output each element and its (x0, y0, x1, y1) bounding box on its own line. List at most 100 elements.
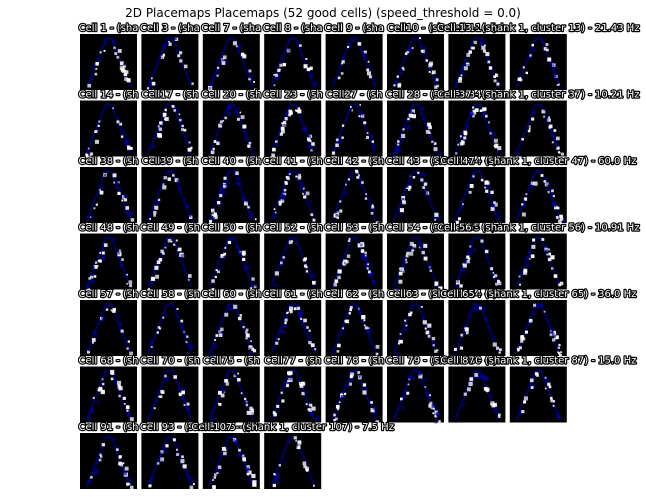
firing-bin (99, 387, 103, 391)
firing-bin (527, 257, 529, 259)
firing-bin (179, 59, 182, 62)
firing-bin (467, 387, 471, 391)
firing-bin (178, 389, 180, 391)
firing-bin (412, 114, 416, 118)
firing-bin (184, 198, 186, 200)
firing-bin (470, 242, 472, 244)
firing-bin (556, 413, 560, 417)
placemap-panel (264, 300, 321, 356)
firing-bin (397, 84, 401, 88)
firing-bin (96, 336, 98, 338)
firing-bin (281, 193, 284, 196)
firing-bin (308, 135, 311, 138)
firing-bin (397, 140, 399, 142)
firing-bin (152, 82, 156, 86)
firing-bin (406, 252, 409, 255)
firing-bin (427, 324, 431, 328)
firing-bin (113, 439, 115, 441)
firing-bin (219, 190, 223, 194)
firing-bin (469, 377, 473, 381)
firing-bin (177, 316, 179, 318)
firing-bin (419, 37, 421, 39)
firing-bin (162, 51, 164, 53)
firing-bin (551, 133, 555, 137)
firing-bin (406, 325, 408, 327)
firing-bin (366, 69, 369, 72)
firing-bin (183, 266, 185, 268)
firing-bin (398, 280, 402, 284)
firing-bin (243, 130, 246, 133)
firing-bin (423, 320, 427, 324)
firing-bin (486, 257, 488, 259)
firing-bin (208, 353, 210, 355)
firing-bin (238, 182, 241, 185)
firing-bin (340, 141, 342, 143)
firing-bin (363, 57, 366, 60)
firing-bin (307, 332, 310, 335)
firing-bin (489, 394, 492, 397)
placemap-panel (510, 300, 567, 357)
firing-bin (554, 129, 557, 132)
firing-bin (286, 384, 289, 387)
firing-bin (191, 83, 193, 85)
firing-bin (334, 283, 338, 287)
firing-bin (299, 188, 301, 190)
placemap-panel (448, 101, 505, 157)
firing-bin (119, 322, 122, 325)
firing-bin (220, 267, 222, 269)
firing-bin (409, 52, 411, 54)
placemap-title: Cell 8 - (sha (263, 23, 323, 34)
firing-bin (160, 395, 163, 398)
firing-bin (548, 191, 550, 193)
firing-bin (98, 58, 101, 61)
firing-bin (544, 311, 546, 313)
firing-bin (121, 330, 124, 333)
placemap-panel (264, 34, 321, 90)
firing-bin (376, 345, 380, 349)
firing-bin (523, 401, 526, 404)
firing-bin (544, 250, 548, 254)
firing-bin (303, 319, 307, 323)
firing-bin (163, 115, 165, 117)
firing-bin (432, 337, 435, 340)
firing-bin (224, 247, 226, 249)
firing-bin (560, 282, 564, 286)
firing-bin (533, 49, 536, 52)
firing-bin (180, 325, 184, 329)
firing-bin (556, 410, 558, 412)
placemap-title: Cell 79 - (sh (385, 356, 445, 367)
firing-bin (245, 467, 249, 471)
firing-bin (187, 403, 190, 406)
firing-bin (188, 148, 192, 152)
firing-bin (289, 371, 293, 375)
firing-bin (119, 250, 121, 252)
firing-bin (405, 259, 407, 261)
placemap-title: Cell 60 - (sh (201, 289, 261, 300)
firing-bin (429, 68, 431, 70)
firing-bin (556, 146, 558, 148)
firing-bin (484, 377, 488, 381)
firing-bin (368, 199, 370, 201)
firing-bin (304, 64, 308, 68)
firing-bin (458, 210, 460, 212)
placemap-title: Cell 49 - (sh (140, 223, 200, 234)
firing-bin (236, 46, 238, 48)
firing-bin (530, 379, 534, 383)
firing-bin (181, 128, 184, 131)
firing-bin (546, 182, 550, 186)
firing-bin (346, 385, 349, 388)
firing-bin (108, 436, 110, 438)
firing-bin (153, 270, 156, 273)
firing-bin (275, 140, 278, 143)
firing-bin (102, 443, 105, 446)
firing-bin (554, 331, 556, 333)
firing-bin (361, 249, 365, 253)
firing-bin (253, 81, 255, 83)
firing-bin (300, 183, 304, 187)
placemap-panel (141, 433, 198, 489)
firing-bin (304, 264, 307, 267)
firing-bin (117, 120, 120, 123)
firing-bin (423, 118, 425, 120)
firing-bin (212, 479, 214, 481)
firing-bin (128, 340, 130, 342)
